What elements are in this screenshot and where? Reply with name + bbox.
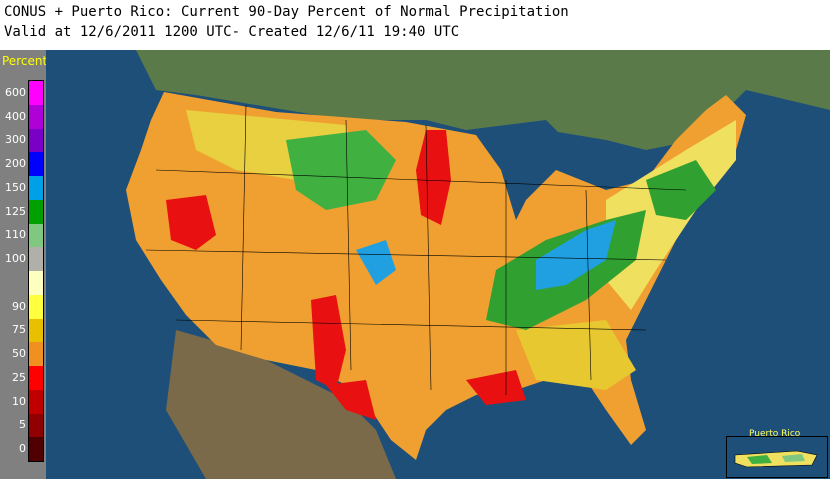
legend-swatch xyxy=(29,128,43,153)
legend-tick-label: 150 xyxy=(5,180,26,194)
legend-tick-label: 100 xyxy=(5,252,26,266)
legend-tick-label: 75 xyxy=(12,323,26,337)
legend-tick-label: 0 xyxy=(19,442,26,456)
legend-swatch xyxy=(29,152,43,176)
region-yellow-south xyxy=(516,320,636,390)
legend-tick-label: 400 xyxy=(5,109,26,123)
great-lakes xyxy=(466,120,646,220)
legend-swatch xyxy=(29,176,43,200)
region-blue-ohio xyxy=(536,220,616,290)
legend-tick-label: 5 xyxy=(19,418,26,432)
puerto-rico-label: Puerto Rico xyxy=(749,429,801,439)
legend-swatch xyxy=(29,294,43,319)
legend-tick-label: 110 xyxy=(5,228,26,242)
legend-swatch xyxy=(29,199,43,224)
legend-swatch xyxy=(29,389,43,414)
region-red-gulf xyxy=(466,370,526,405)
region-red-minnesota xyxy=(416,130,451,225)
legend-tick-label: 90 xyxy=(12,299,26,313)
legend-title: Percent xyxy=(2,54,48,68)
precipitation-map xyxy=(46,50,830,479)
legend-swatch xyxy=(29,366,43,390)
legend-tick-label: 300 xyxy=(5,133,26,147)
header: CONUS + Puerto Rico: Current 90-Day Perc… xyxy=(0,0,830,50)
mexico-land xyxy=(166,330,396,479)
valid-time: Valid at 12/6/2011 1200 UTC- Created 12/… xyxy=(4,24,460,40)
canada-land xyxy=(136,50,830,150)
legend-swatch xyxy=(29,342,43,366)
legend-tick-label: 25 xyxy=(12,370,26,384)
legend-swatch xyxy=(29,413,43,438)
legend-swatch xyxy=(29,104,43,129)
legend-tick-label: 10 xyxy=(12,394,26,408)
map-title: CONUS + Puerto Rico: Current 90-Day Perc… xyxy=(4,4,569,20)
legend-swatch xyxy=(29,81,43,105)
region-red-nevada xyxy=(166,195,216,250)
legend-swatch xyxy=(29,223,43,248)
puerto-rico-map xyxy=(734,450,818,468)
region-blue-plains xyxy=(356,240,396,285)
legend-tick-label: 200 xyxy=(5,157,26,171)
legend-tick-label: 125 xyxy=(5,204,26,218)
state-boundaries xyxy=(145,104,687,395)
legend-swatch xyxy=(29,247,43,271)
legend-swatch xyxy=(29,318,43,343)
legend-tick-label: 600 xyxy=(5,85,26,99)
legend-swatch xyxy=(29,437,43,461)
legend-colorbar xyxy=(28,80,44,462)
legend-swatch xyxy=(29,271,43,295)
region-red-newmexico xyxy=(311,295,346,390)
region-green-plains xyxy=(286,130,396,210)
puerto-rico-inset: Puerto Rico xyxy=(726,429,828,478)
legend-tick-label: 50 xyxy=(12,347,26,361)
region-red-texas xyxy=(326,380,376,420)
legend: Percent 600 400 300 200 150 125 110 100 90 75 50 25… xyxy=(0,50,48,479)
